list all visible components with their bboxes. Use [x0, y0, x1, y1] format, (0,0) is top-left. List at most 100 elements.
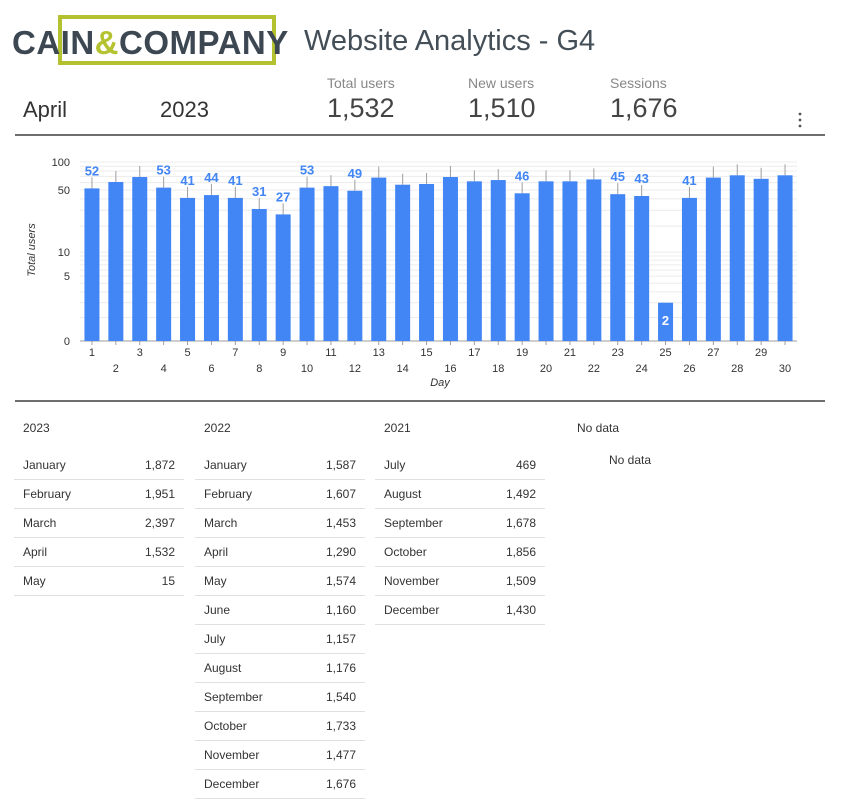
- table-cell-month: September: [204, 690, 263, 704]
- bar[interactable]: [562, 181, 578, 341]
- table-cell-month: January: [23, 458, 66, 472]
- no-data-header: No data: [577, 421, 620, 435]
- bar[interactable]: [419, 184, 435, 341]
- bar[interactable]: [203, 195, 219, 341]
- x-tick-label: 22: [588, 363, 600, 375]
- bar[interactable]: [108, 181, 124, 341]
- table-row: May 1,574: [195, 567, 365, 596]
- bar[interactable]: [323, 186, 339, 341]
- chart-bars: 52 53 41 44 41 31 27 53 49 46 45 43 2 41: [84, 163, 793, 341]
- table-cell-month: February: [23, 487, 72, 501]
- table-cell-month: September: [384, 516, 443, 530]
- data-label: 44: [204, 170, 219, 185]
- table-row: April 1,290: [195, 538, 365, 567]
- bar[interactable]: [634, 195, 650, 341]
- table-cell-month: October: [384, 545, 427, 559]
- table-row: October 1,856: [375, 538, 545, 567]
- bar[interactable]: [251, 208, 267, 341]
- bar[interactable]: [610, 194, 626, 341]
- table-row: July 1,157: [195, 625, 365, 654]
- chart-ticks: 0510501001234567891011121314151617181920…: [52, 157, 792, 375]
- table-2022-header: 2022: [204, 421, 231, 435]
- bar[interactable]: [395, 184, 411, 341]
- table-cell-value: 1,607: [325, 487, 356, 501]
- x-tick-label: 8: [256, 363, 262, 375]
- table-cell-value: 1,176: [325, 661, 356, 675]
- data-label: 53: [156, 163, 170, 178]
- bar[interactable]: [84, 188, 100, 341]
- bar[interactable]: [705, 177, 721, 341]
- table-2022: 2022 January 1,587 February 1,607 March 1,453…: [195, 418, 365, 799]
- company-logo: CAIN&COMPANY: [12, 24, 289, 62]
- table-row: April 1,532: [14, 538, 184, 567]
- no-data-message: No data: [609, 453, 652, 467]
- kpi-total-users-label: Total users: [327, 75, 395, 91]
- more-options-icon[interactable]: [795, 111, 805, 129]
- bar[interactable]: [658, 302, 674, 341]
- table-cell-month: July: [204, 632, 226, 646]
- bar[interactable]: [442, 177, 458, 341]
- x-tick-label: 27: [707, 347, 719, 359]
- x-tick-label: 17: [468, 347, 480, 359]
- bar[interactable]: [275, 214, 291, 341]
- kpi-new-users-label: New users: [468, 75, 535, 91]
- bar[interactable]: [586, 179, 602, 341]
- data-label: 52: [85, 163, 99, 178]
- bar[interactable]: [514, 193, 530, 341]
- company-logo-frame: [58, 15, 276, 65]
- bar[interactable]: [371, 177, 387, 341]
- table-cell-month: May: [23, 574, 46, 588]
- bar[interactable]: [227, 197, 243, 341]
- table-cell-value: 1,872: [144, 458, 175, 472]
- table-cell-month: February: [204, 487, 253, 501]
- table-cell-value: 1,477: [325, 748, 356, 762]
- bar[interactable]: [132, 177, 148, 341]
- data-label: 43: [634, 171, 648, 186]
- bar[interactable]: [347, 190, 363, 341]
- x-tick-label: 9: [280, 347, 286, 359]
- x-tick-label: 15: [420, 347, 432, 359]
- table-row: February 1,951: [14, 480, 184, 509]
- kpi-sessions-value: 1,676: [610, 93, 678, 123]
- bar[interactable]: [777, 175, 793, 341]
- chart-divider: [15, 400, 825, 402]
- month-filter[interactable]: April: [23, 97, 68, 122]
- table-cell-value: 1,453: [325, 516, 356, 530]
- year-filter[interactable]: 2023: [160, 97, 209, 122]
- x-tick-label: 7: [232, 347, 238, 359]
- bar[interactable]: [753, 178, 769, 341]
- table-cell-month: March: [204, 516, 238, 530]
- table-row: August 1,492: [375, 480, 545, 509]
- table-cell-value: 1,160: [325, 603, 356, 617]
- x-tick-label: 2: [113, 363, 119, 375]
- header-divider: [15, 134, 825, 136]
- table-row: March 2,397: [14, 509, 184, 538]
- bar[interactable]: [729, 175, 745, 341]
- table-row: June 1,160: [195, 596, 365, 625]
- x-tick-label: 28: [731, 363, 743, 375]
- table-cell-value: 1,540: [325, 690, 356, 704]
- chart-gridlines: [80, 161, 797, 342]
- bar[interactable]: [538, 181, 554, 341]
- table-cell-value: 15: [161, 574, 175, 588]
- table-row: September 1,678: [375, 509, 545, 538]
- bar[interactable]: [156, 187, 172, 341]
- table-row: December 1,676: [195, 770, 365, 799]
- x-tick-label: 3: [137, 347, 143, 359]
- bar[interactable]: [681, 197, 697, 341]
- bar[interactable]: [466, 181, 482, 341]
- bar[interactable]: [490, 180, 506, 341]
- logo-ampersand: &: [94, 24, 120, 61]
- x-tick-label: 25: [659, 347, 671, 359]
- logo-part-1: CAIN: [12, 24, 95, 61]
- table-2021: 2021 July 469 August 1,492 September 1,678 Oct…: [375, 418, 545, 625]
- bar[interactable]: [299, 187, 315, 341]
- kpi-total-users-value: 1,532: [327, 93, 395, 123]
- x-tick-label: 19: [516, 347, 528, 359]
- x-tick-label: 18: [492, 363, 504, 375]
- bar[interactable]: [180, 197, 196, 341]
- x-tick-label: 14: [397, 363, 409, 375]
- data-label: 41: [228, 173, 242, 188]
- table-cell-value: 1,509: [505, 574, 536, 588]
- table-cell-value: 1,587: [325, 458, 356, 472]
